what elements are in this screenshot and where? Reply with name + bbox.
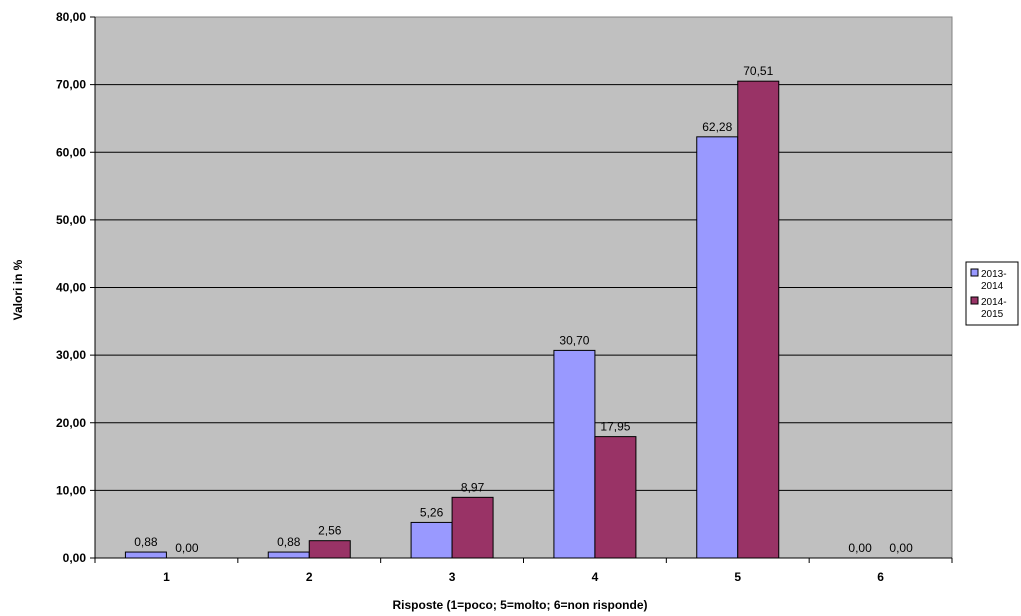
- legend-label: 2013-: [981, 269, 1007, 280]
- data-label: 5,26: [420, 505, 444, 519]
- x-tick-label: 1: [163, 570, 170, 584]
- legend-swatch: [970, 296, 979, 305]
- data-label: 17,95: [600, 420, 630, 434]
- y-tick-label: 0,00: [63, 551, 87, 565]
- bar-2: [308, 540, 351, 559]
- x-axis-title: Risposte (1=poco; 5=molto; 6=non rispond…: [392, 598, 647, 612]
- data-label: 8,97: [461, 480, 485, 494]
- x-tick-label: 3: [449, 570, 456, 584]
- data-label: 70,51: [743, 64, 773, 78]
- y-axis-title: Valori in %: [11, 259, 25, 320]
- x-tick-label: 6: [877, 570, 884, 584]
- y-tick-label: 40,00: [56, 281, 86, 295]
- bar-1: [410, 521, 453, 559]
- data-label: 0,00: [848, 541, 872, 555]
- y-tick-label: 50,00: [56, 213, 86, 227]
- data-label: 30,70: [559, 333, 589, 347]
- x-tick-label: 5: [734, 570, 741, 584]
- data-label: 0,88: [277, 535, 301, 549]
- y-tick-label: 60,00: [56, 145, 86, 159]
- gridlines: [95, 84, 952, 491]
- data-label: 62,28: [702, 120, 732, 134]
- legend-swatch: [970, 268, 979, 277]
- data-labels: 0,88 0,00 0,88 2,56 5,26 8,97 30,70 17,95 62,28 7…: [134, 64, 913, 555]
- bars: [124, 80, 780, 559]
- y-tick-label: 30,00: [56, 348, 86, 362]
- x-tick-label: 4: [592, 570, 599, 584]
- x-tick-label: 2: [306, 570, 313, 584]
- bar-1: [124, 551, 167, 559]
- axes: 0,0010,0020,0030,0040,0050,0060,0070,008…: [56, 10, 953, 584]
- bar-2: [737, 80, 780, 559]
- bar-1: [696, 136, 739, 559]
- y-tick-label: 80,00: [56, 10, 86, 24]
- y-tick-label: 10,00: [56, 483, 86, 497]
- bar-1: [267, 551, 310, 559]
- bar-2: [594, 436, 637, 559]
- legend-label: 2014-: [981, 297, 1007, 308]
- y-tick-label: 70,00: [56, 78, 86, 92]
- legend: 2013-2014 2014-2015: [965, 261, 1019, 326]
- data-label: 0,88: [134, 535, 158, 549]
- legend-label: 2015: [981, 309, 1004, 320]
- bar-2: [451, 496, 494, 559]
- legend-label: 2014: [981, 281, 1004, 292]
- data-label: 2,56: [318, 524, 342, 538]
- y-tick-label: 20,00: [56, 416, 86, 430]
- bar-1: [553, 349, 596, 559]
- data-label: 0,00: [175, 541, 199, 555]
- data-label: 0,00: [889, 541, 913, 555]
